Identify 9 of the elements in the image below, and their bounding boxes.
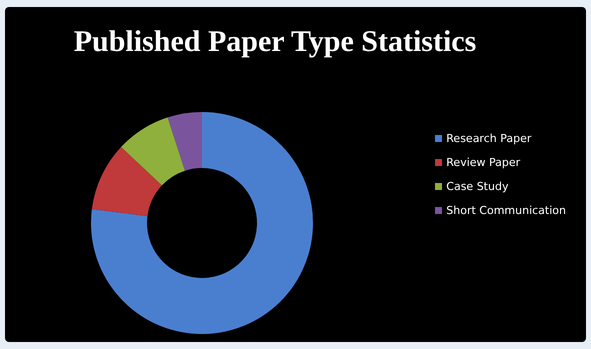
legend-label: Research Paper: [446, 132, 532, 145]
chart-title: Published Paper Type Statistics: [72, 25, 478, 59]
donut-slice: [121, 117, 186, 186]
donut-slice: [91, 112, 313, 334]
donut-slice: [92, 147, 162, 216]
legend-label: Case Study: [446, 180, 508, 193]
legend-label: Review Paper: [446, 156, 520, 169]
donut-slice: [168, 112, 202, 171]
legend-label: Short Communication: [446, 204, 566, 217]
